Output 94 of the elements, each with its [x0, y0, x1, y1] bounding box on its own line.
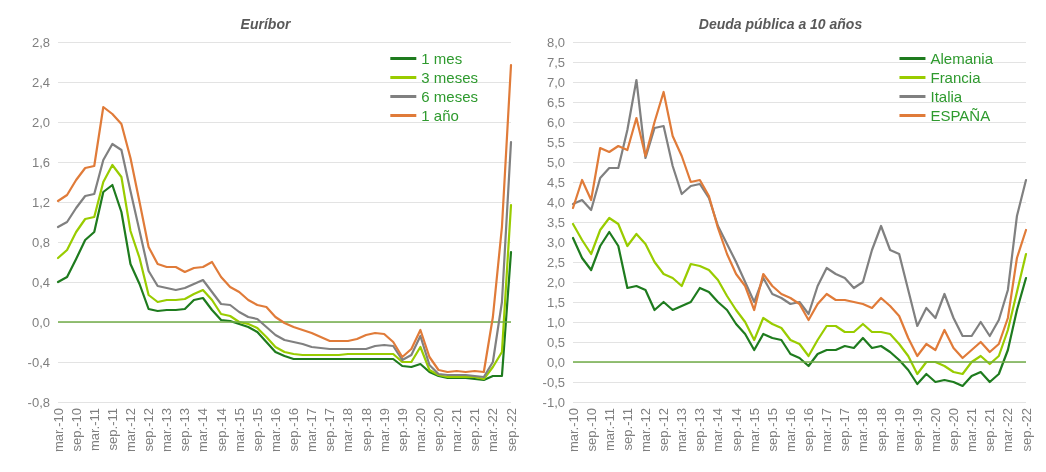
x-tick-label: mar.-20 [927, 408, 943, 453]
x-tick-label: sep.-12 [141, 408, 157, 452]
y-tick-label: 8,0 [546, 34, 565, 50]
x-tick-label: sep.-17 [837, 408, 853, 452]
y-tick-label: 0,0 [31, 314, 50, 330]
y-tick-label: 2,8 [31, 34, 50, 50]
legend-label: ESPAÑA [930, 107, 991, 124]
y-tick-label: 6,0 [546, 114, 565, 130]
chart-title: Euríbor [240, 16, 292, 32]
line-series [571, 230, 1028, 388]
x-tick-label: mar.-15 [746, 408, 762, 453]
x-tick-label: mar.-11 [86, 408, 102, 452]
line-series [56, 63, 513, 374]
x-tick-label: mar.-14 [710, 408, 726, 453]
y-tick-label: 7,5 [546, 54, 565, 70]
legend-label: Francia [930, 69, 982, 86]
x-tick-label: sep.-19 [394, 408, 410, 452]
x-tick-label: mar.-22 [485, 408, 501, 453]
y-tick-label: 7,0 [546, 74, 565, 90]
x-tick-label: mar.-13 [674, 408, 690, 453]
x-tick-label: mar.-21 [964, 408, 980, 453]
legend-label: Alemania [930, 50, 994, 67]
x-tick-label: sep.-15 [249, 408, 265, 452]
line-series [571, 216, 1028, 376]
legend-label: 1 año [421, 107, 459, 124]
x-tick-label: mar.-18 [855, 408, 871, 453]
x-tick-label: sep.-16 [801, 408, 817, 452]
y-tick-label: -0,5 [542, 374, 565, 390]
x-tick-label: sep.-17 [322, 408, 338, 452]
x-tick-label: mar.-10 [565, 408, 581, 453]
chart-title: Deuda pública a 10 años [698, 16, 863, 32]
y-tick-label: 3,0 [546, 234, 565, 250]
x-tick-label: sep.-11 [104, 408, 120, 451]
x-tick-label: sep.-10 [583, 408, 599, 452]
y-tick-label: 5,5 [546, 134, 565, 150]
y-tick-label: 0,5 [546, 334, 565, 350]
x-tick-label: sep.-11 [619, 408, 635, 451]
y-tick-label: 1,5 [546, 294, 565, 310]
y-tick-label: 2,0 [546, 274, 565, 290]
x-tick-label: mar.-20 [412, 408, 428, 453]
x-tick-label: mar.-17 [819, 408, 835, 453]
y-tick-label: 3,5 [546, 214, 565, 230]
x-tick-label: mar.-16 [267, 408, 283, 453]
y-tick-label: 2,5 [546, 254, 565, 270]
legend-label: Italia [930, 88, 963, 105]
y-tick-label: 1,6 [31, 154, 50, 170]
x-tick-label: mar.-17 [304, 408, 320, 453]
x-tick-label: mar.-19 [376, 408, 392, 453]
y-tick-label: -0,4 [27, 354, 50, 370]
legend-label: 6 meses [421, 88, 479, 105]
x-tick-label: sep.-21 [982, 408, 998, 452]
x-tick-label: sep.-14 [728, 408, 744, 452]
y-tick-label: -0,8 [27, 394, 50, 410]
x-tick-label: sep.-18 [358, 408, 374, 452]
legend-label: 3 meses [421, 69, 479, 86]
x-tick-label: mar.-16 [782, 408, 798, 453]
x-tick-label: mar.-13 [159, 408, 175, 453]
x-tick-label: sep.-13 [177, 408, 193, 452]
x-tick-label: mar.-10 [50, 408, 66, 453]
x-tick-label: mar.-18 [340, 408, 356, 453]
y-tick-label: 1,2 [31, 194, 50, 210]
x-tick-label: sep.-12 [656, 408, 672, 452]
x-tick-label: sep.-10 [68, 408, 84, 452]
x-tick-label: sep.-20 [431, 408, 447, 452]
y-tick-label: 4,0 [546, 194, 565, 210]
x-tick-label: mar.-11 [601, 408, 617, 452]
y-tick-label: 0,0 [546, 354, 565, 370]
x-tick-label: mar.-12 [637, 408, 653, 453]
x-tick-label: mar.-15 [231, 408, 247, 453]
y-tick-label: 0,4 [31, 274, 50, 290]
y-tick-label: 2,4 [31, 74, 50, 90]
x-tick-label: sep.-20 [946, 408, 962, 452]
x-tick-label: sep.-21 [467, 408, 483, 452]
y-tick-label: -1,0 [542, 394, 565, 410]
y-tick-label: 6,5 [546, 94, 565, 110]
x-tick-label: sep.-22 [503, 408, 519, 452]
x-tick-label: sep.-15 [764, 408, 780, 452]
y-tick-label: 1,0 [546, 314, 565, 330]
x-tick-label: sep.-18 [873, 408, 889, 452]
y-tick-label: 0,8 [31, 234, 50, 250]
x-tick-label: sep.-19 [909, 408, 925, 452]
y-tick-label: 4,5 [546, 174, 565, 190]
y-tick-label: 2,0 [31, 114, 50, 130]
legend-label: 1 mes [421, 50, 463, 67]
y-tick-label: 5,0 [546, 154, 565, 170]
x-tick-label: mar.-12 [122, 408, 138, 453]
x-tick-label: sep.-16 [286, 408, 302, 452]
x-tick-label: sep.-14 [213, 408, 229, 452]
x-tick-label: sep.-13 [692, 408, 708, 452]
x-tick-label: mar.-22 [1000, 408, 1016, 453]
x-tick-label: mar.-19 [891, 408, 907, 453]
x-tick-label: mar.-21 [449, 408, 465, 453]
x-tick-label: sep.-22 [1018, 408, 1034, 452]
x-tick-label: mar.-14 [195, 408, 211, 453]
